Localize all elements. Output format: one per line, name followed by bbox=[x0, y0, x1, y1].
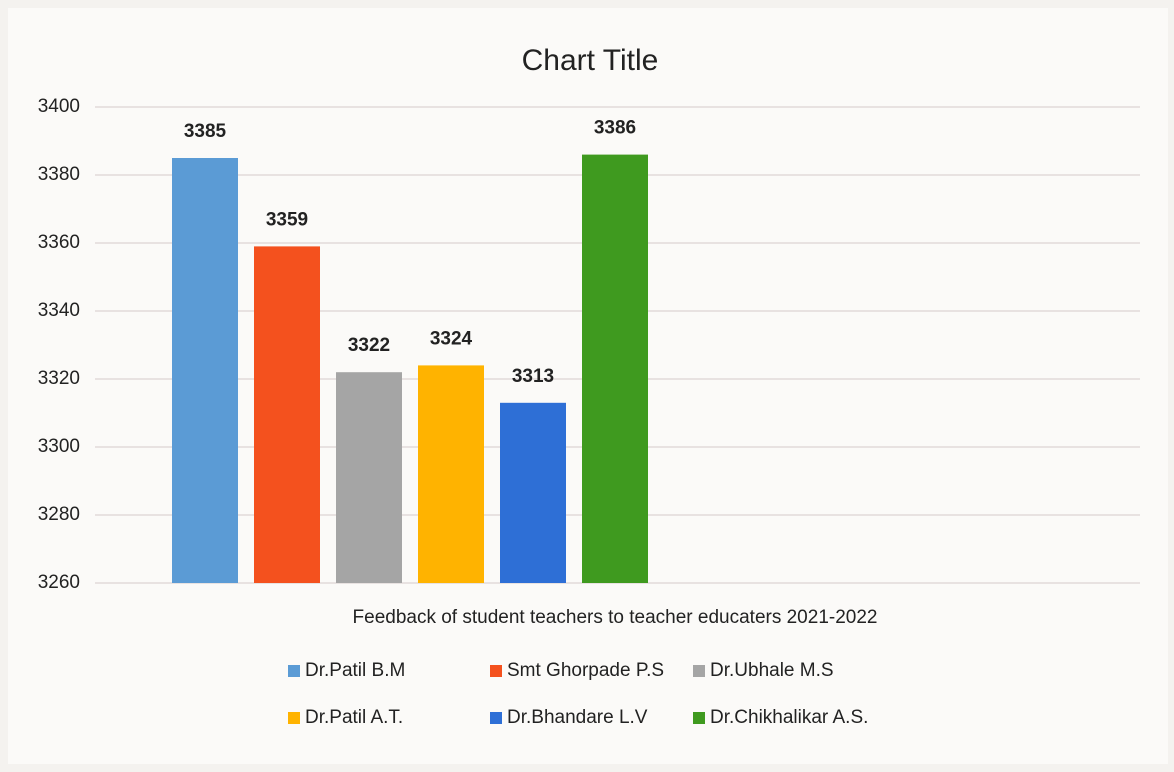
legend-label: Dr.Patil A.T. bbox=[305, 707, 403, 728]
bar bbox=[336, 372, 402, 583]
data-label: 3359 bbox=[266, 209, 308, 230]
legend-swatch bbox=[288, 665, 300, 677]
y-tick-label: 3260 bbox=[38, 572, 80, 593]
data-label: 3385 bbox=[184, 121, 227, 142]
y-tick-label: 3380 bbox=[38, 164, 80, 185]
legend-label: Dr.Patil B.M bbox=[305, 660, 405, 681]
legend-swatch bbox=[693, 712, 705, 724]
data-label: 3313 bbox=[512, 366, 554, 387]
data-label: 3386 bbox=[594, 118, 636, 139]
y-tick-label: 3360 bbox=[38, 232, 80, 253]
bar bbox=[254, 246, 320, 583]
y-tick-label: 3300 bbox=[38, 436, 80, 457]
bar bbox=[418, 365, 484, 583]
x-tick-label: Feedback of student teachers to teacher … bbox=[353, 607, 878, 628]
bar bbox=[172, 158, 238, 583]
y-tick-label: 3400 bbox=[38, 96, 80, 117]
legend-label: Dr.Bhandare L.V bbox=[507, 707, 648, 728]
legend-swatch bbox=[490, 665, 502, 677]
legend-swatch bbox=[693, 665, 705, 677]
y-tick-label: 3340 bbox=[38, 300, 80, 321]
legend-label: Dr.Ubhale M.S bbox=[710, 660, 834, 681]
legend-swatch bbox=[288, 712, 300, 724]
data-label: 3322 bbox=[348, 335, 390, 356]
legend-label: Dr.Chikhalikar A.S. bbox=[710, 707, 868, 728]
y-tick-label: 3320 bbox=[38, 368, 80, 389]
legend-swatch bbox=[490, 712, 502, 724]
chart-title: Chart Title bbox=[522, 44, 659, 77]
bar bbox=[582, 154, 648, 583]
y-tick-label: 3280 bbox=[38, 504, 80, 525]
legend-label: Smt Ghorpade P.S bbox=[507, 660, 664, 681]
data-label: 3324 bbox=[430, 328, 473, 349]
bar bbox=[500, 402, 566, 583]
